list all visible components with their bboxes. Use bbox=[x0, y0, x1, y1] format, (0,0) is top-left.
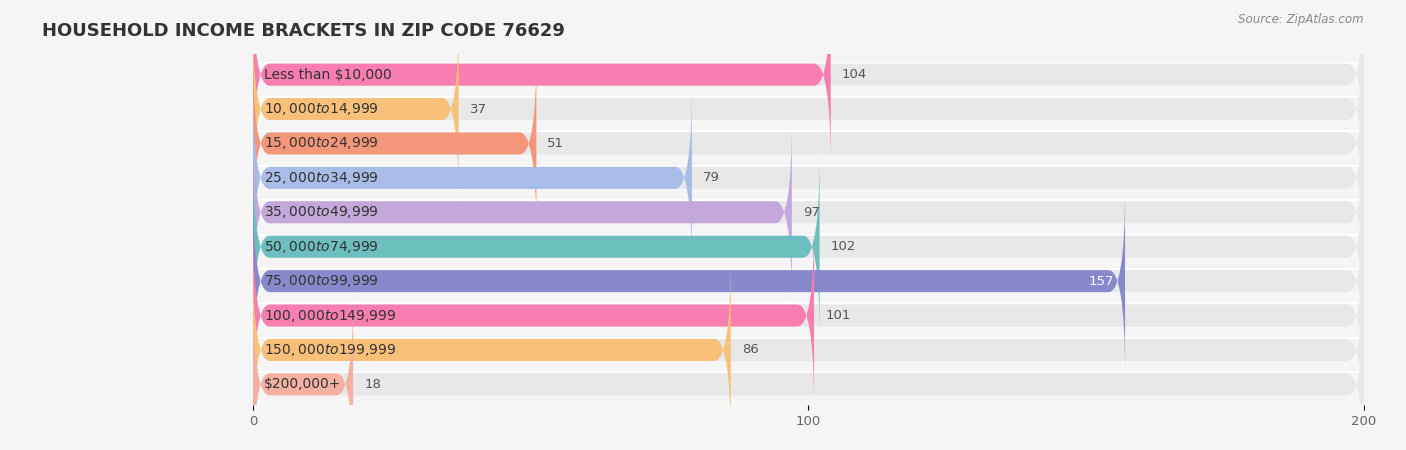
Text: 104: 104 bbox=[842, 68, 868, 81]
Text: 79: 79 bbox=[703, 171, 720, 184]
FancyBboxPatch shape bbox=[253, 120, 792, 305]
Text: $35,000 to $49,999: $35,000 to $49,999 bbox=[264, 204, 380, 220]
FancyBboxPatch shape bbox=[253, 223, 814, 408]
FancyBboxPatch shape bbox=[253, 258, 1364, 442]
FancyBboxPatch shape bbox=[253, 86, 1364, 270]
Text: $50,000 to $74,999: $50,000 to $74,999 bbox=[264, 238, 380, 255]
FancyBboxPatch shape bbox=[253, 223, 1364, 408]
Text: Less than $10,000: Less than $10,000 bbox=[264, 68, 392, 81]
FancyBboxPatch shape bbox=[253, 51, 536, 236]
FancyBboxPatch shape bbox=[253, 189, 1364, 374]
Text: $100,000 to $149,999: $100,000 to $149,999 bbox=[264, 307, 396, 324]
Text: $10,000 to $14,999: $10,000 to $14,999 bbox=[264, 101, 380, 117]
Text: 157: 157 bbox=[1088, 274, 1114, 288]
Text: Source: ZipAtlas.com: Source: ZipAtlas.com bbox=[1239, 14, 1364, 27]
FancyBboxPatch shape bbox=[253, 292, 1364, 450]
Text: 97: 97 bbox=[803, 206, 820, 219]
FancyBboxPatch shape bbox=[253, 0, 831, 167]
FancyBboxPatch shape bbox=[253, 17, 1364, 201]
Text: $75,000 to $99,999: $75,000 to $99,999 bbox=[264, 273, 380, 289]
Text: 18: 18 bbox=[364, 378, 381, 391]
FancyBboxPatch shape bbox=[253, 154, 820, 339]
Text: $25,000 to $34,999: $25,000 to $34,999 bbox=[264, 170, 380, 186]
Text: $15,000 to $24,999: $15,000 to $24,999 bbox=[264, 135, 380, 152]
Text: 86: 86 bbox=[742, 343, 759, 356]
Text: $150,000 to $199,999: $150,000 to $199,999 bbox=[264, 342, 396, 358]
FancyBboxPatch shape bbox=[253, 0, 1364, 167]
FancyBboxPatch shape bbox=[253, 51, 1364, 236]
FancyBboxPatch shape bbox=[253, 154, 1364, 339]
Text: 37: 37 bbox=[470, 103, 486, 116]
FancyBboxPatch shape bbox=[253, 120, 1364, 305]
Text: 102: 102 bbox=[831, 240, 856, 253]
Text: 51: 51 bbox=[547, 137, 564, 150]
FancyBboxPatch shape bbox=[253, 86, 692, 270]
Text: 101: 101 bbox=[825, 309, 851, 322]
FancyBboxPatch shape bbox=[253, 189, 1125, 374]
FancyBboxPatch shape bbox=[253, 17, 458, 201]
Text: HOUSEHOLD INCOME BRACKETS IN ZIP CODE 76629: HOUSEHOLD INCOME BRACKETS IN ZIP CODE 76… bbox=[42, 22, 565, 40]
FancyBboxPatch shape bbox=[253, 292, 353, 450]
FancyBboxPatch shape bbox=[253, 258, 731, 442]
Text: $200,000+: $200,000+ bbox=[264, 378, 342, 392]
